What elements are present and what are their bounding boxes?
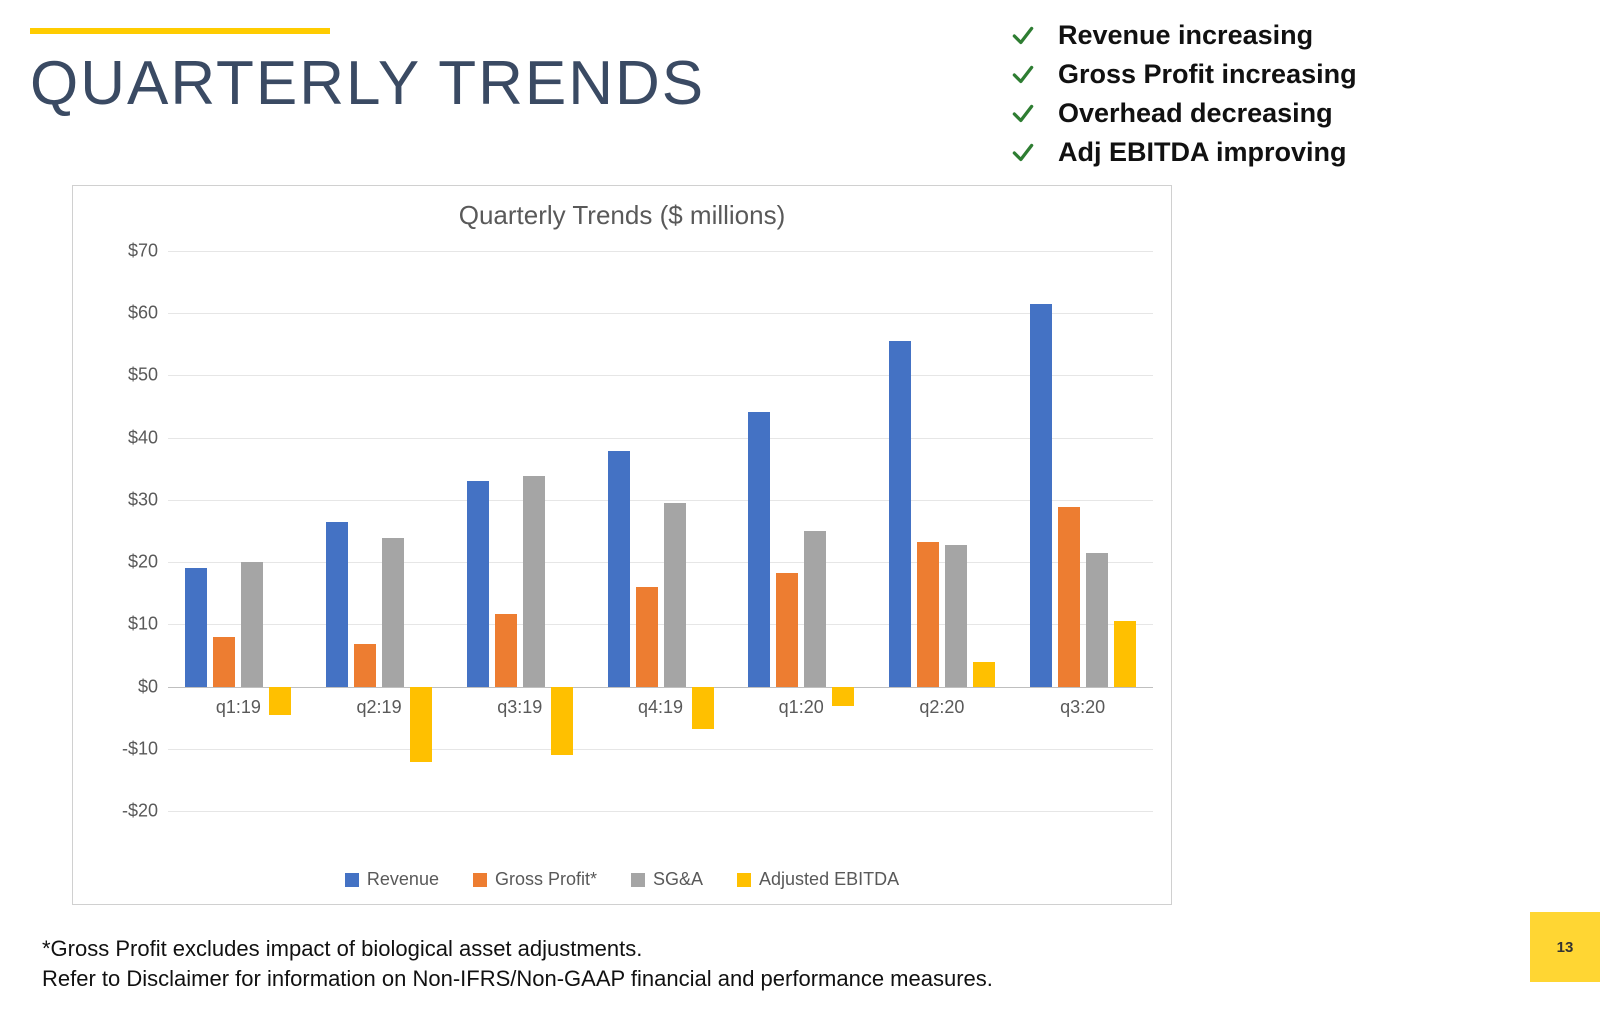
x-axis-label: q1:19 [168,697,308,718]
bullet-text: Gross Profit increasing [1058,59,1357,90]
legend-item: Gross Profit* [473,869,597,890]
y-axis-label: -$20 [98,801,158,822]
bar [608,451,630,686]
y-axis-label: $30 [98,489,158,510]
bullet-item: Overhead decreasing [1010,98,1570,129]
legend-item: Adjusted EBITDA [737,869,899,890]
bar [636,587,658,687]
bar [748,412,770,687]
footnote-2: Refer to Disclaimer for information on N… [42,966,993,992]
chart-title: Quarterly Trends ($ millions) [73,200,1171,231]
bar [185,568,207,686]
bullet-item: Gross Profit increasing [1010,59,1570,90]
bar [804,531,826,687]
x-axis-label: q1:20 [731,697,871,718]
gridline [168,438,1153,439]
y-axis-label: -$10 [98,738,158,759]
accent-bar [30,28,330,34]
gridline [168,687,1153,688]
legend-label: Revenue [367,869,439,890]
bullet-text: Overhead decreasing [1058,98,1333,129]
y-axis-label: $70 [98,241,158,262]
bar [945,545,967,687]
y-axis-label: $60 [98,303,158,324]
legend-label: Gross Profit* [495,869,597,890]
bar [523,476,545,686]
bar [241,562,263,686]
gridline [168,313,1153,314]
bar [664,503,686,687]
legend-swatch [345,873,359,887]
legend-item: Revenue [345,869,439,890]
legend-item: SG&A [631,869,703,890]
chart-plot-area: -$20-$10$0$10$20$30$40$50$60$70q1:19q2:1… [168,251,1153,811]
bar [917,542,939,687]
bullets-list: Revenue increasing Gross Profit increasin… [1010,20,1570,176]
chart-legend: Revenue Gross Profit* SG&A Adjusted EBITDA [73,869,1171,890]
footnote-1: *Gross Profit excludes impact of biologi… [42,936,642,962]
legend-label: SG&A [653,869,703,890]
gridline [168,624,1153,625]
y-axis-label: $20 [98,552,158,573]
gridline [168,375,1153,376]
y-axis-label: $10 [98,614,158,635]
bar [1030,304,1052,687]
check-icon [1010,140,1036,166]
bullet-item: Adj EBITDA improving [1010,137,1570,168]
bar [1086,553,1108,687]
y-axis-label: $50 [98,365,158,386]
x-axis-label: q4:19 [591,697,731,718]
bar [382,538,404,686]
y-axis-label: $40 [98,427,158,448]
bar [776,573,798,686]
bar [213,637,235,687]
bullet-text: Revenue increasing [1058,20,1313,51]
y-axis-label: $0 [98,676,158,697]
bar [1114,621,1136,687]
page-title: QUARTERLY TRENDS [30,48,705,119]
x-axis-label: q2:20 [872,697,1012,718]
check-icon [1010,23,1036,49]
bullet-item: Revenue increasing [1010,20,1570,51]
gridline [168,500,1153,501]
check-icon [1010,101,1036,127]
bar [495,614,517,686]
x-axis-label: q2:19 [309,697,449,718]
x-axis-label: q3:19 [450,697,590,718]
bar [973,662,995,687]
gridline [168,749,1153,750]
gridline [168,251,1153,252]
x-axis-label: q3:20 [1013,697,1153,718]
bar [467,481,489,686]
page-number: 13 [1530,912,1600,982]
gridline [168,811,1153,812]
bar [889,341,911,686]
bar [354,644,376,686]
bar [1058,507,1080,686]
quarterly-trends-chart: Quarterly Trends ($ millions) -$20-$10$0… [72,185,1172,905]
legend-swatch [631,873,645,887]
bullet-text: Adj EBITDA improving [1058,137,1347,168]
gridline [168,562,1153,563]
legend-swatch [737,873,751,887]
page-number-text: 13 [1557,939,1574,956]
bar [326,522,348,687]
legend-swatch [473,873,487,887]
check-icon [1010,62,1036,88]
legend-label: Adjusted EBITDA [759,869,899,890]
